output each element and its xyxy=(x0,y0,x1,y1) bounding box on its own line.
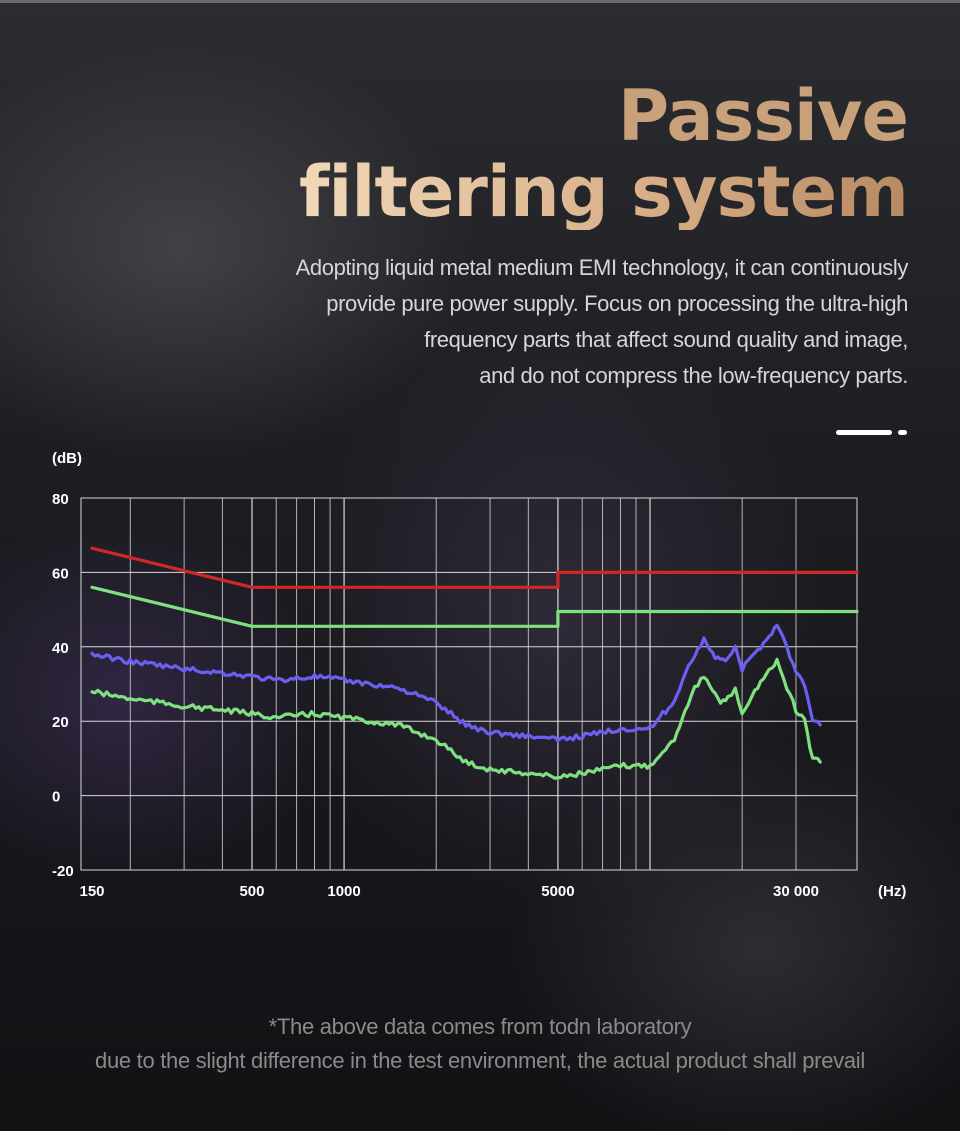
y-tick-label: 80 xyxy=(52,491,69,508)
footnote-line-1: *The above data comes from todn laborato… xyxy=(268,1014,692,1039)
description: Adopting liquid metal medium EMI technol… xyxy=(188,250,909,394)
series-line-3 xyxy=(90,623,822,743)
series-line-1 xyxy=(90,546,859,589)
description-line: provide pure power supply. Focus on proc… xyxy=(326,291,908,316)
slide-indicator-dot-icon xyxy=(898,430,907,435)
page-title: Passive filtering system xyxy=(298,75,909,233)
y-tick-label: 20 xyxy=(52,714,69,731)
plot-frame xyxy=(80,497,858,871)
sound-wave-icon xyxy=(67,355,148,409)
x-axis-label: (Hz) xyxy=(878,883,906,900)
y-tick-label: 0 xyxy=(52,789,60,806)
x-tick-label: 500 xyxy=(239,883,264,900)
x-tick-label: 5000 xyxy=(541,883,574,900)
footnote-line-2: due to the slight difference in the test… xyxy=(95,1048,865,1073)
title-line-1: Passive xyxy=(617,75,909,157)
title-line-2: filtering system xyxy=(298,151,909,233)
y-tick-label: 40 xyxy=(52,640,69,657)
y-tick-label: -20 xyxy=(52,863,74,880)
x-tick-label: 30 000 xyxy=(773,883,819,900)
footnote: *The above data comes from todn laborato… xyxy=(0,1010,960,1078)
slide-indicator-icon xyxy=(836,430,892,435)
y-axis-label: (dB) xyxy=(52,450,82,467)
y-tick-label: 60 xyxy=(52,565,69,582)
series-line-4 xyxy=(90,657,822,780)
x-tick-label: 150 xyxy=(79,883,104,900)
description-line: and do not compress the low-frequency pa… xyxy=(479,363,908,388)
x-tick-label: 1000 xyxy=(327,883,360,900)
description-line: Adopting liquid metal medium EMI technol… xyxy=(295,255,909,280)
series-line-2 xyxy=(90,585,859,628)
top-border xyxy=(0,0,960,3)
frequency-response-chart: 80 60 40 20 0 -20 150 500 1000 5000 30 000 (dB) (Hz) xyxy=(52,450,906,900)
description-line: frequency parts that affect sound qualit… xyxy=(424,327,908,352)
